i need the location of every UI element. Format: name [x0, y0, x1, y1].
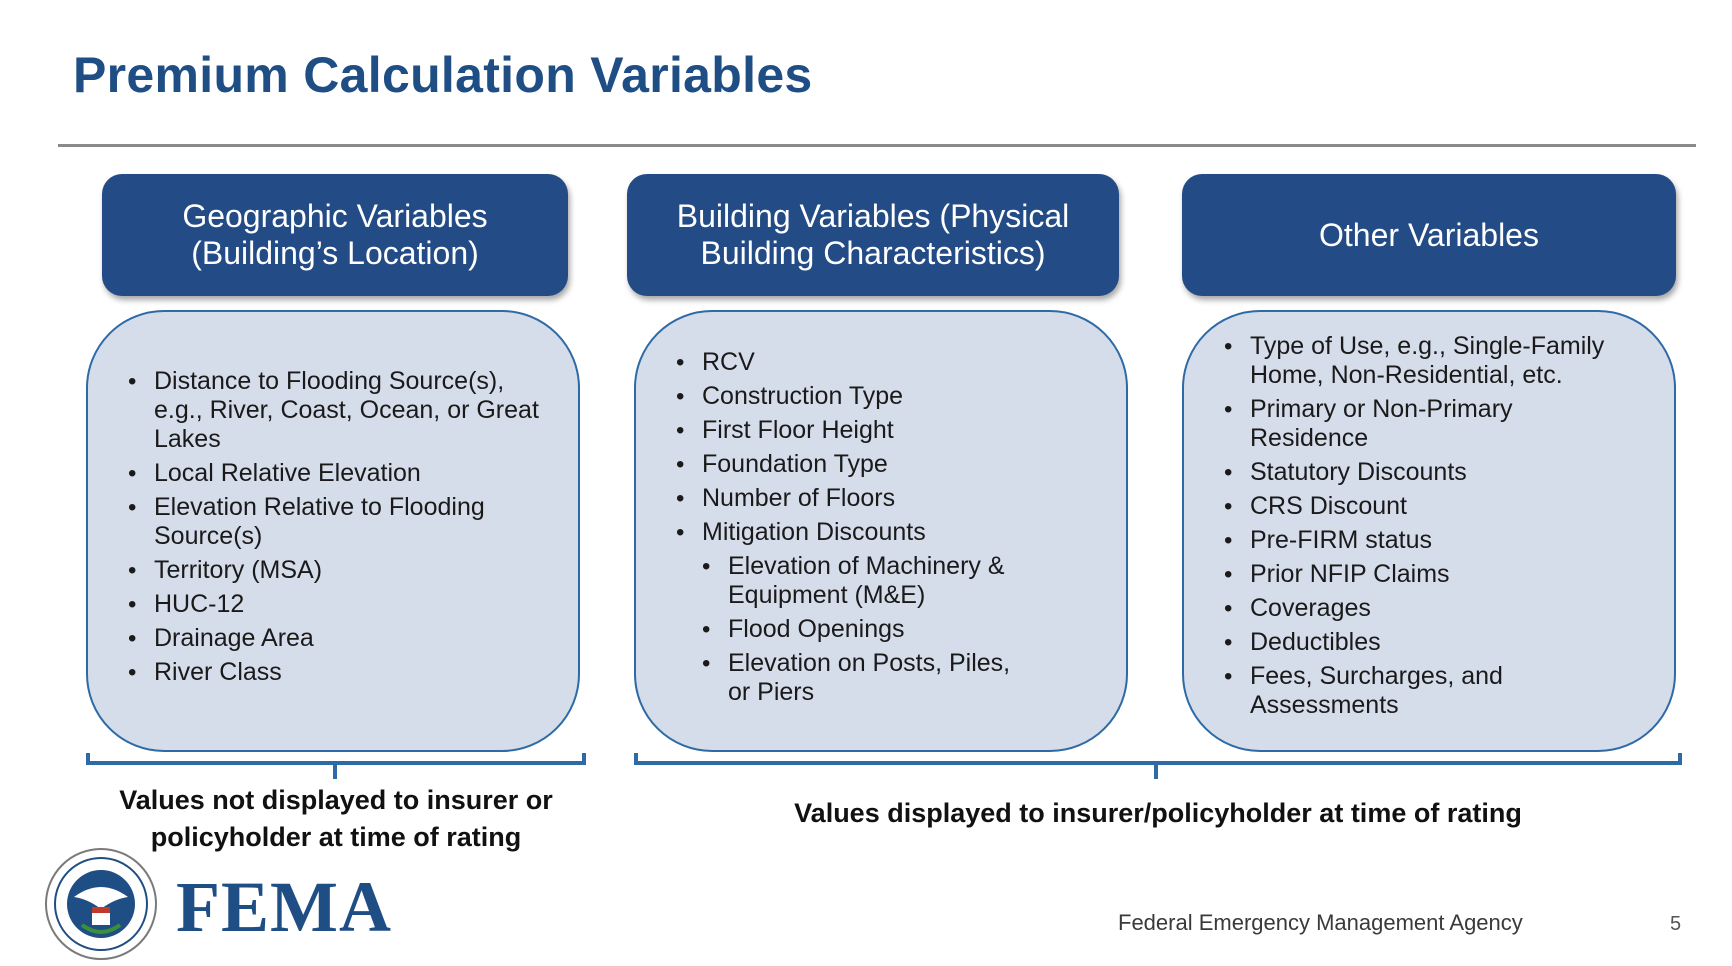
building-variables-list-box: RCV Construction Type First Floor Height… [634, 310, 1128, 752]
header-line: (Building’s Location) [191, 235, 479, 271]
list-item: Number of Floors [674, 484, 1104, 513]
left-bracket [86, 753, 586, 765]
caption-line: Values not displayed to insurer or [119, 785, 553, 815]
list-item: Primary or Non-Primary Residence [1222, 395, 1550, 453]
other-variables-list: Type of Use, e.g., Single-Family Home, N… [1222, 332, 1622, 725]
list-item: Local Relative Elevation [126, 459, 546, 488]
list-item: Statutory Discounts [1222, 458, 1622, 487]
list-item: Distance to Flooding Source(s), e.g., Ri… [126, 367, 546, 454]
agency-name: Federal Emergency Management Agency [1118, 910, 1523, 935]
sub-list-item: Elevation on Posts, Piles, or Piers [700, 649, 1028, 707]
list-item: Deductibles [1222, 628, 1622, 657]
header-line: Building Characteristics) [700, 235, 1046, 271]
list-item: Coverages [1222, 594, 1622, 623]
list-item: Foundation Type [674, 450, 1104, 479]
list-item: Fees, Surcharges, and Assessments [1222, 662, 1550, 720]
page-number: 5 [1670, 913, 1682, 935]
geographic-variables-list-box: Distance to Flooding Source(s), e.g., Ri… [86, 310, 580, 752]
list-item: Pre-FIRM status [1222, 526, 1622, 555]
caption-displayed: Values displayed to insurer/policyholder… [794, 798, 1522, 828]
list-item: CRS Discount [1222, 492, 1622, 521]
geographic-variables-header: Geographic Variables (Building’s Locatio… [102, 174, 568, 296]
fema-logo: FEMA [176, 867, 392, 947]
sub-list-item: Flood Openings [700, 615, 1104, 644]
header-line: Other Variables [1319, 216, 1539, 253]
title-divider [58, 144, 1696, 147]
list-item: Prior NFIP Claims [1222, 560, 1622, 589]
building-variables-header: Building Variables (Physical Building Ch… [627, 174, 1119, 296]
list-item: Mitigation Discounts [674, 518, 1104, 547]
other-variables-list-box: Type of Use, e.g., Single-Family Home, N… [1182, 310, 1676, 752]
list-item: RCV [674, 348, 1104, 377]
right-bracket [634, 753, 1682, 765]
list-item: HUC-12 [126, 590, 546, 619]
building-variables-list: RCV Construction Type First Floor Height… [674, 348, 1104, 712]
header-line: Building Variables (Physical [676, 198, 1070, 234]
list-item: Type of Use, e.g., Single-Family Home, N… [1222, 332, 1622, 390]
caption-line: policyholder at time of rating [150, 822, 522, 852]
slide-title: Premium Calculation Variables [73, 47, 813, 103]
list-item: Drainage Area [126, 624, 546, 653]
dhs-seal-icon [45, 848, 157, 960]
caption-not-displayed: Values not displayed to insurer or polic… [86, 782, 586, 856]
list-item: First Floor Height [674, 416, 1104, 445]
list-item: Construction Type [674, 382, 1104, 411]
right-bracket-tick [1154, 765, 1158, 779]
other-variables-header: Other Variables [1182, 174, 1676, 296]
list-item: Territory (MSA) [126, 556, 546, 585]
left-bracket-tick [333, 765, 337, 779]
header-line: Geographic Variables [182, 198, 488, 234]
list-item: Elevation Relative to Flooding Source(s) [126, 493, 546, 551]
geographic-variables-list: Distance to Flooding Source(s), e.g., Ri… [126, 367, 546, 692]
sub-list-item: Elevation of Machinery & Equipment (M&E) [700, 552, 1028, 610]
list-item: River Class [126, 658, 546, 687]
